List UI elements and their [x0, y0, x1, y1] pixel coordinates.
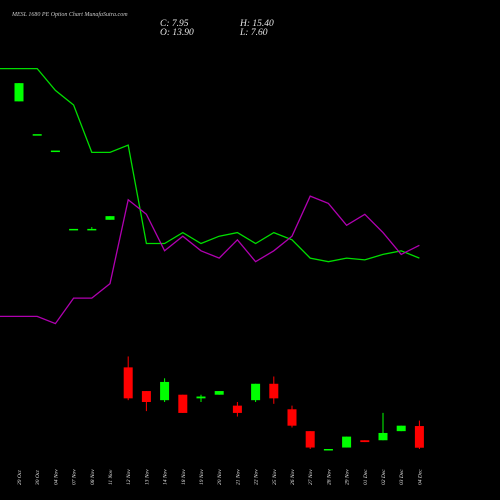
candle-body	[160, 381, 170, 401]
series-line-2	[0, 195, 420, 325]
x-tick-label: 14 Nov	[162, 469, 169, 485]
x-tick-label: 11 Nov	[108, 469, 114, 485]
x-tick-label: 30 Oct	[35, 470, 41, 486]
candle-body	[323, 449, 333, 451]
x-tick-label: 13 Nov	[144, 469, 150, 485]
x-tick-label: 20 Nov	[217, 469, 223, 485]
x-tick-label: 02 Dec	[381, 469, 387, 485]
high-value: H: 15.40	[240, 19, 274, 29]
x-tick-label: 27 Nov	[308, 469, 314, 485]
x-tick-label: 28 Nov	[326, 469, 332, 485]
candle-body	[232, 405, 242, 413]
x-tick-label: 29 Oct	[17, 470, 23, 485]
x-tick-label: 22 Nov	[254, 469, 260, 485]
open-value: O: 13.90	[160, 28, 194, 38]
candle-body	[50, 150, 60, 153]
x-tick-label: 21 Nov	[235, 469, 241, 485]
chart-title: MESL 1680 PE Option Chart MunafaSutra.co…	[12, 12, 128, 18]
x-tick-label: 07 Nov	[72, 469, 78, 485]
x-tick-label: 12 Nov	[126, 469, 132, 485]
candle-body	[269, 383, 279, 399]
candle-body	[178, 394, 188, 413]
candle-body	[378, 432, 388, 441]
x-tick-label: 04 Nov	[52, 469, 59, 485]
candle-body	[32, 134, 42, 136]
x-tick-label: 03 Dec	[399, 469, 405, 485]
candle-body	[251, 383, 261, 401]
candle-body	[14, 83, 24, 102]
candle-body	[196, 396, 206, 399]
x-tick-label: 04 Dec	[416, 469, 423, 485]
candle-body	[69, 228, 79, 231]
candle-body	[305, 431, 315, 448]
x-tick-label: 18 Nov	[181, 469, 187, 485]
x-tick-label: 01 Dec	[363, 469, 369, 485]
close-value: C: 7.95	[160, 19, 189, 29]
candle-body	[414, 426, 424, 448]
x-tick-label: 19 Nov	[199, 469, 205, 485]
candle-body	[287, 409, 297, 426]
candle-body	[360, 440, 370, 443]
candle-body	[105, 216, 115, 220]
low-value: L: 7.60	[240, 28, 268, 38]
x-tick-label: 29 Nov	[345, 469, 351, 485]
candle-body	[123, 367, 133, 399]
x-tick-label: 25 Nov	[272, 469, 278, 485]
series-line-1	[0, 67, 420, 263]
x-tick-label: 26 Nov	[290, 469, 296, 485]
candle-body	[141, 391, 151, 402]
candle-body	[342, 436, 352, 448]
candle-body	[87, 228, 97, 231]
x-tick-label: 08 Nov	[90, 469, 96, 485]
candle-body	[214, 391, 224, 395]
candle-body	[396, 425, 406, 432]
